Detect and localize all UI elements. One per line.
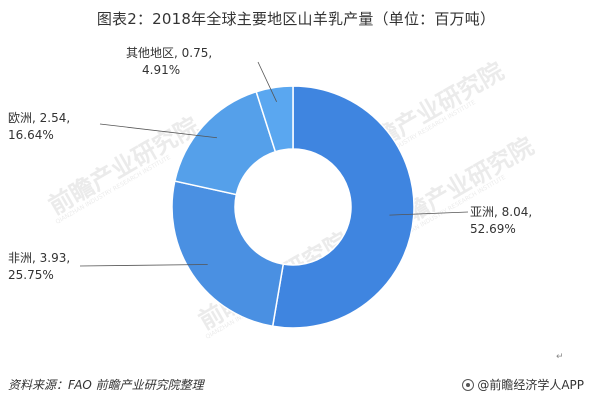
- slice-labels-group: 亚洲, 8.04, 52.69% 非洲, 3.93, 25.75% 欧洲, 2.54, 1…: [8, 46, 532, 282]
- donut-slice-2: [173, 90, 277, 196]
- slice-label-1-line-0: 非洲, 3.93,: [8, 251, 70, 265]
- brand-logo-icon: [462, 379, 475, 391]
- leader-line-3: [257, 61, 277, 102]
- brand-text: @前瞻经济学人APP: [477, 378, 584, 392]
- slice-label-2-line-1: 16.64%: [8, 128, 54, 142]
- return-mark: ↵: [556, 352, 564, 362]
- source-note: 资料来源：FAO 前瞻产业研究院整理: [8, 378, 204, 392]
- slice-label-0-line-0: 亚洲, 8.04,: [470, 205, 532, 219]
- leader-line-1: [79, 264, 208, 267]
- slice-label-0-line-1: 52.69%: [470, 222, 516, 236]
- slice-label-3-line-0: 其他地区, 0.75,: [126, 46, 212, 60]
- chart-title: 图表2：2018年全球主要地区山羊乳产量（单位：百万吨）: [96, 10, 496, 28]
- slice-label-3-line-1: 4.91%: [142, 63, 180, 77]
- brand-credit: @前瞻经济学人APP: [462, 376, 584, 393]
- leader-lines-group: [79, 61, 469, 267]
- leader-line-2: [99, 123, 218, 139]
- leader-line-0: [389, 211, 469, 216]
- slice-label-2-line-0: 欧洲, 2.54,: [8, 111, 70, 125]
- donut-slice-1: [171, 180, 285, 328]
- donut-slice-3: [255, 85, 294, 153]
- slices-group: [171, 85, 415, 329]
- donut-slice-0: [271, 85, 415, 329]
- slice-label-1-line-1: 25.75%: [8, 268, 54, 282]
